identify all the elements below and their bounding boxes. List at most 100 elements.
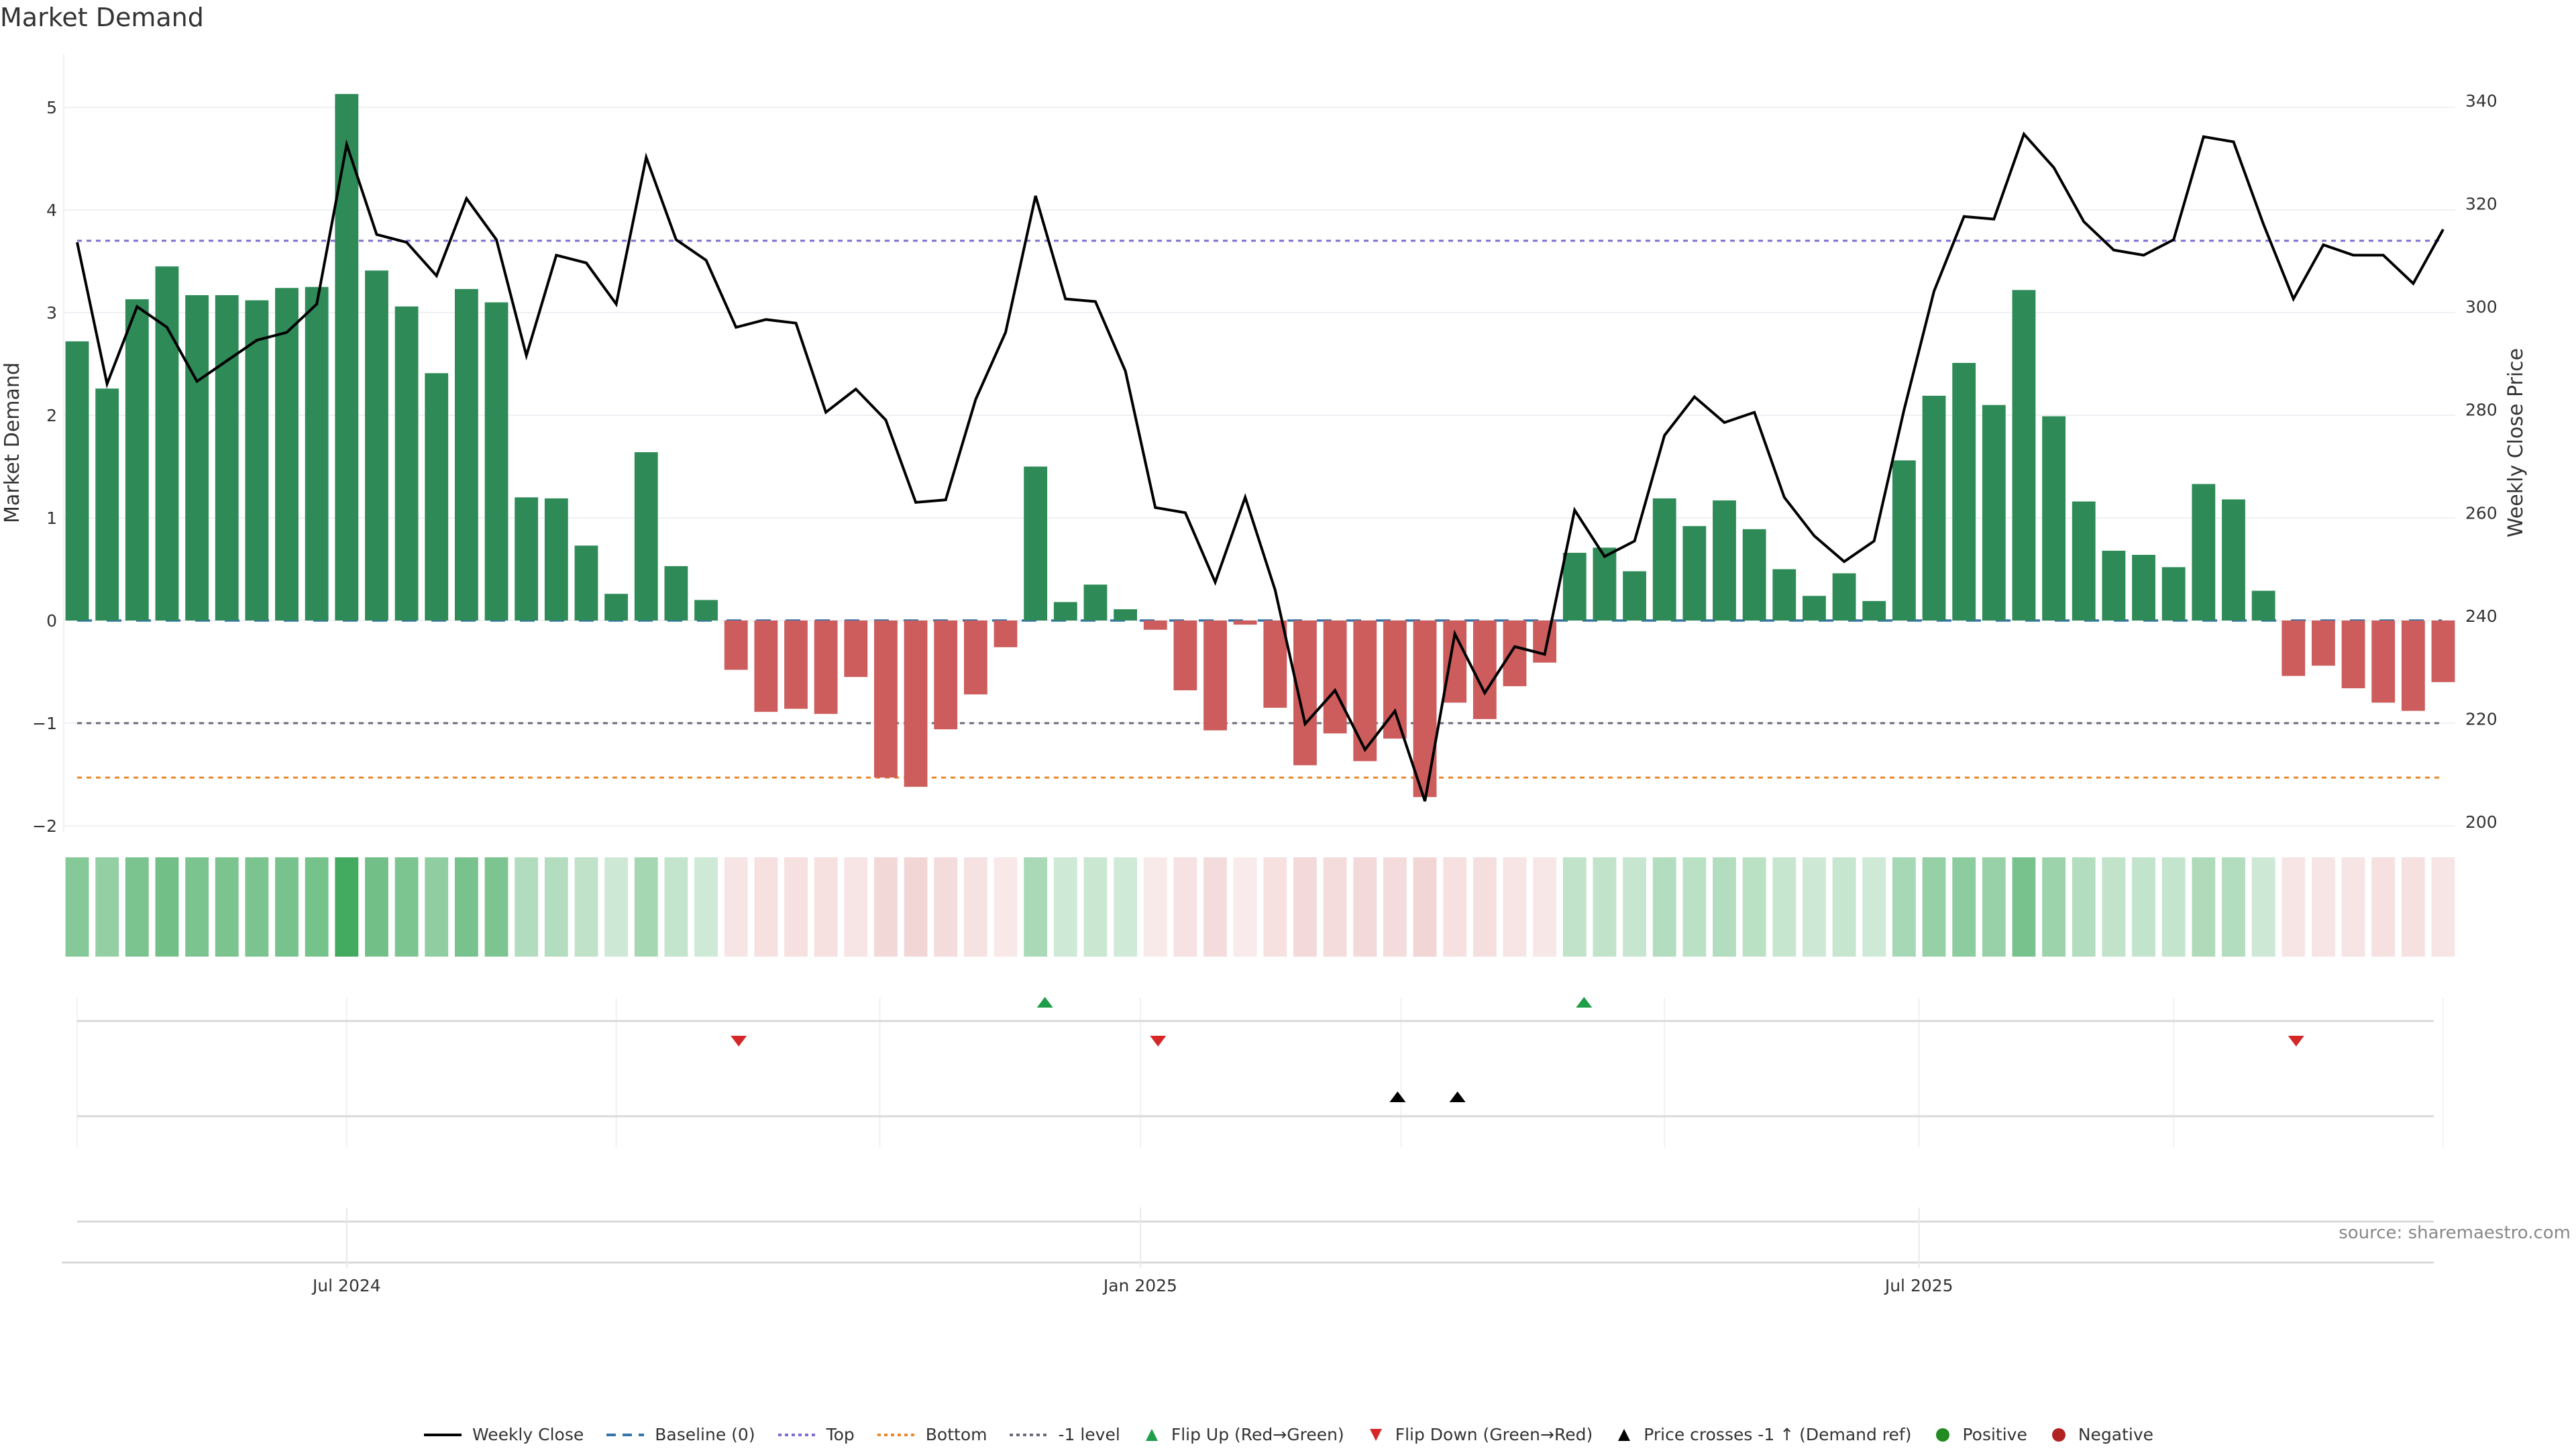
heatmap-cell <box>1892 857 1916 957</box>
legend-item[interactable]: Flip Down (Green→Red) <box>1366 1425 1593 1444</box>
heatmap-cell <box>574 857 598 957</box>
legend-item[interactable]: Weekly Close <box>423 1425 584 1444</box>
x-tick-label: Jul 2025 <box>1884 1276 1953 1295</box>
demand-bar <box>1024 466 1048 621</box>
heatmap-cell <box>784 857 808 957</box>
flip-up-marker <box>1576 997 1593 1008</box>
demand-bar <box>1982 405 2006 621</box>
legend-label: Top <box>826 1425 855 1444</box>
heatmap-cell <box>724 857 748 957</box>
heatmap-cell <box>1533 857 1557 957</box>
heatmap-cell <box>874 857 898 957</box>
demand-bar <box>2401 621 2425 711</box>
heatmap-cell <box>1443 857 1467 957</box>
y-tick-label: 5 <box>46 98 57 117</box>
legend-symbol-icon <box>1618 1428 1631 1441</box>
flip-up-marker <box>1036 997 1053 1008</box>
flip-down-marker <box>2288 1036 2304 1046</box>
y-tick-label: 0 <box>46 611 57 631</box>
demand-bar <box>185 294 209 621</box>
heatmap-cell <box>2371 857 2396 957</box>
legend-item[interactable]: Price crosses -1 ↑ (Demand ref) <box>1614 1425 1911 1444</box>
y-tick-label: 3 <box>46 303 57 323</box>
heatmap-cell <box>95 857 119 957</box>
demand-bar <box>1892 460 1916 621</box>
legend: Weekly Close Baseline (0) Top Bottom -1 leve… <box>0 1425 2576 1444</box>
flip-down-marker <box>731 1036 747 1046</box>
demand-bar <box>634 452 658 621</box>
legend-item[interactable]: Top <box>777 1425 855 1444</box>
heatmap-cell <box>2401 857 2425 957</box>
legend-label: -1 level <box>1058 1425 1120 1444</box>
legend-item[interactable]: Negative <box>2049 1425 2153 1444</box>
demand-bar <box>275 288 299 621</box>
legend-item[interactable]: Flip Up (Red→Green) <box>1142 1425 1344 1444</box>
flip-down-marker <box>1150 1036 1167 1046</box>
heatmap-cell <box>1114 857 1138 957</box>
heatmap-cell <box>2132 857 2155 957</box>
y2-tick-label: 320 <box>2465 195 2498 214</box>
heatmap-cell <box>1203 857 1227 957</box>
x-axis: Jul 2024 Jan 2025 Jul 2025 <box>62 1208 2434 1295</box>
price-cross-marker <box>1389 1091 1406 1102</box>
demand-bar <box>2251 590 2275 621</box>
demand-bar <box>2192 484 2216 621</box>
demand-bar <box>544 498 568 621</box>
heatmap-cell <box>2431 857 2455 957</box>
legend-label: Positive <box>1962 1425 2027 1444</box>
legend-label: Baseline (0) <box>655 1425 755 1444</box>
demand-bar <box>2282 621 2306 676</box>
heatmap-cell <box>814 857 838 957</box>
legend-symbol-icon <box>1369 1428 1382 1441</box>
heatmap-cell <box>215 857 239 957</box>
demand-bar <box>904 621 928 787</box>
demand-bar <box>2222 499 2245 621</box>
heatmap-cell <box>1652 857 1676 957</box>
demand-bar <box>2431 621 2455 682</box>
heatmap-cell <box>963 857 987 957</box>
demand-bar <box>724 621 748 670</box>
heatmap-cell <box>1832 857 1856 957</box>
heatmap-cell <box>1383 857 1407 957</box>
heatmap-cell <box>934 857 958 957</box>
y-axis-right: 340 320 300 280 260 240 220 200 <box>2465 91 2498 832</box>
y-tick-label: −2 <box>32 816 57 836</box>
heatmap-cell <box>1024 857 1048 957</box>
legend-item[interactable]: Baseline (0) <box>605 1425 755 1444</box>
y2-tick-label: 240 <box>2465 606 2498 626</box>
legend-symbol-icon <box>877 1433 915 1436</box>
heatmap-cell <box>2282 857 2306 957</box>
y-axis-left: 5 4 3 2 1 0 −1 −2 <box>32 98 57 836</box>
heatmap-cell <box>904 857 928 957</box>
heatmap-cell <box>1623 857 1646 957</box>
legend-item[interactable]: Positive <box>1933 1425 2027 1444</box>
legend-item[interactable]: -1 level <box>1008 1425 1120 1444</box>
heatmap-cell <box>1143 857 1167 957</box>
demand-bar <box>1533 621 1557 663</box>
demand-bar <box>394 306 419 621</box>
heatmap-cell <box>394 857 419 957</box>
demand-bar <box>65 341 89 621</box>
weekly-close-line <box>76 131 2445 802</box>
y2-tick-label: 340 <box>2465 91 2498 111</box>
demand-bar <box>1952 362 1976 621</box>
heatmap-cell <box>1562 857 1587 957</box>
heatmap-cell <box>1293 857 1317 957</box>
heatmap-cell <box>1323 857 1347 957</box>
demand-bar <box>963 621 987 695</box>
heatmap-cell <box>2161 857 2186 957</box>
legend-symbol-icon <box>606 1433 645 1436</box>
heatmap-cell <box>245 857 269 957</box>
heatmap-cell <box>1173 857 1197 957</box>
legend-label: Bottom <box>925 1425 987 1444</box>
demand-bar <box>2161 567 2186 621</box>
heatmap-cell <box>1772 857 1796 957</box>
legend-item[interactable]: Bottom <box>876 1425 987 1444</box>
legend-label: Flip Down (Green→Red) <box>1395 1425 1593 1444</box>
legend-label: Price crosses -1 ↑ (Demand ref) <box>1644 1425 1912 1444</box>
heatmap-cell <box>454 857 478 957</box>
demand-bar <box>664 566 688 621</box>
demand-bar <box>1233 621 1257 625</box>
heatmap-cell <box>1503 857 1527 957</box>
